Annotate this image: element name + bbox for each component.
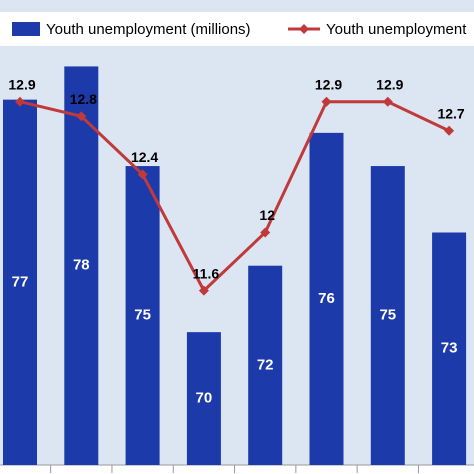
line-marker [76, 111, 87, 122]
bar [125, 166, 160, 466]
axis-strip [0, 465, 474, 474]
line-marker [444, 125, 455, 136]
legend-marker [299, 24, 309, 34]
bar [309, 132, 344, 465]
bar [186, 332, 221, 465]
legend-box [0, 12, 474, 46]
legend-entry: Youth unemployment [326, 21, 467, 38]
line [19, 100, 450, 294]
bar-label: 76 [318, 290, 335, 307]
legend-swatch [12, 22, 40, 36]
legend-entry: Youth unemployment (millions) [46, 21, 251, 38]
bar-label: 75 [379, 307, 396, 324]
bar-label: 70 [196, 390, 213, 407]
line-label: 12 [259, 207, 275, 223]
bar-label: 75 [134, 307, 151, 324]
line-label: 12.7 [437, 105, 464, 121]
bar-label: 78 [73, 257, 90, 274]
bar [3, 99, 37, 466]
line-label: 12.4 [131, 149, 158, 165]
line-marker [321, 96, 332, 107]
bar-label: 77 [12, 273, 29, 290]
line-marker [382, 96, 393, 107]
line-label: 12.9 [315, 76, 342, 92]
line-marker [260, 227, 271, 238]
line-marker [137, 169, 148, 180]
line-label: 11.6 [193, 265, 220, 281]
bar-label: 73 [441, 340, 458, 357]
line-label: 12.9 [8, 76, 35, 92]
bar-label: 72 [257, 356, 274, 373]
line-marker [198, 285, 209, 296]
bar [432, 232, 467, 465]
line-label: 12.8 [70, 91, 97, 107]
bar [370, 166, 405, 466]
bar [64, 66, 99, 465]
line-marker [15, 96, 25, 107]
bar [248, 265, 283, 465]
line-label: 12.9 [376, 76, 403, 92]
